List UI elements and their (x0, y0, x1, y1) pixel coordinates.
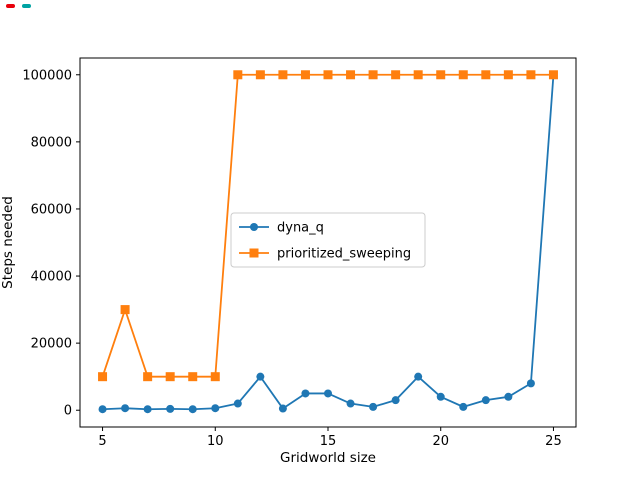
legend-marker-prioritized_sweeping (249, 248, 259, 258)
y-tick-label: 80000 (31, 135, 72, 150)
prioritized_sweeping-marker (300, 70, 310, 80)
dyna_q-marker (256, 372, 265, 381)
series-layer (98, 70, 558, 414)
y-axis-label: Steps needed (0, 196, 16, 289)
dyna_q-marker (121, 404, 130, 413)
dyna_q-marker (233, 399, 242, 408)
prioritized_sweeping-marker (165, 372, 175, 382)
prioritized_sweeping-marker (120, 305, 130, 315)
prioritized_sweeping-marker (255, 70, 265, 80)
prioritized_sweeping-marker (548, 70, 558, 80)
legend-marker-dyna_q (250, 223, 258, 231)
prioritized_sweeping-marker (188, 372, 198, 382)
prioritized_sweeping-marker (233, 70, 243, 80)
dyna_q-marker (166, 404, 175, 413)
prioritized_sweeping-marker (481, 70, 491, 80)
dyna_q-marker (481, 396, 490, 405)
axes-layer: 5 10 15 20 25 0 20000 40000 60000 80000 100000 (22, 57, 577, 449)
dyna_q-marker (98, 405, 107, 414)
legend-label-dyna_q: dyna_q (277, 221, 324, 236)
dyna_q-marker (436, 392, 445, 401)
y-tick-label: 40000 (31, 270, 72, 285)
y-tick-label: 60000 (31, 202, 72, 217)
prioritized_sweeping-marker (391, 70, 401, 80)
dyna_q-marker (526, 379, 535, 388)
dyna_q-marker (278, 404, 287, 413)
dyna_q-marker (346, 399, 355, 408)
topleft-red-mark (6, 4, 15, 8)
x-tick-label: 25 (545, 434, 562, 449)
prioritized_sweeping-marker (98, 372, 108, 382)
dyna_q-marker (301, 389, 310, 398)
y-tick-label: 20000 (31, 337, 72, 352)
dyna_q-marker (211, 404, 220, 413)
y-tick-label: 0 (64, 404, 72, 419)
prioritized_sweeping-marker (413, 70, 423, 80)
dyna_q-marker (369, 402, 378, 411)
legend-label-prioritized_sweeping: prioritized_sweeping (277, 247, 411, 262)
prioritized_sweeping-marker (278, 70, 288, 80)
dyna_q-marker (391, 396, 400, 405)
dyna_q-marker (414, 372, 423, 381)
x-tick-label: 10 (207, 434, 224, 449)
x-axis-label: Gridworld size (280, 450, 376, 466)
prioritized_sweeping-marker (458, 70, 468, 80)
prioritized_sweeping-marker (436, 70, 446, 80)
x-tick-label: 15 (320, 434, 337, 449)
prioritized_sweeping-marker (323, 70, 333, 80)
prioritized_sweeping-marker (368, 70, 378, 80)
x-tick-label: 5 (98, 434, 106, 449)
x-tick-label: 20 (432, 434, 449, 449)
prioritized_sweeping-marker (346, 70, 356, 80)
dyna_q-marker (143, 405, 152, 414)
dyna_q-marker (459, 402, 468, 411)
prioritized_sweeping-marker (503, 70, 513, 80)
prioritized_sweeping-marker (526, 70, 536, 80)
legend-box (230, 212, 426, 268)
legend: dyna_q prioritized_sweeping (230, 212, 426, 268)
dyna_q-marker (504, 392, 513, 401)
topleft-teal-mark (22, 4, 31, 8)
dyna_q-marker (324, 389, 332, 398)
prioritized_sweeping-marker (210, 372, 220, 382)
dyna_q-marker (188, 405, 197, 414)
prioritized_sweeping-marker (143, 372, 153, 382)
y-tick-label: 100000 (22, 68, 72, 83)
